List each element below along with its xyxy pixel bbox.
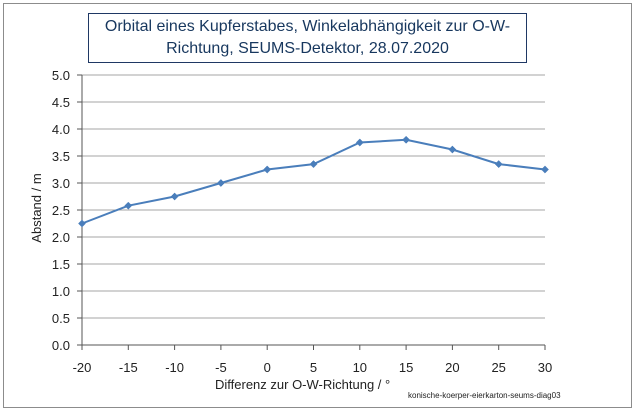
x-tick-labels: -20 -15 -10 -5 0 5 10 15 20 25 30 bbox=[73, 360, 553, 375]
x-tick-label: -20 bbox=[73, 360, 92, 375]
chart-title: Orbital eines Kupferstabes, Winkelabhäng… bbox=[88, 13, 527, 63]
x-tick-label: 5 bbox=[310, 360, 317, 375]
x-tick-label: -10 bbox=[165, 360, 184, 375]
data-points bbox=[78, 135, 549, 228]
y-tick-labels: 0.0 0.5 1.0 1.5 2.0 2.5 3.0 3.5 4.0 4.5 5.0 bbox=[52, 68, 70, 353]
x-tick-label: 20 bbox=[445, 360, 459, 375]
data-point bbox=[448, 145, 457, 154]
x-axis-label: Differenz zur O-W-Richtung / ° bbox=[215, 377, 390, 392]
data-point bbox=[541, 165, 549, 174]
data-point bbox=[263, 165, 272, 174]
y-tick-label: 3.0 bbox=[52, 176, 70, 191]
grid-layer bbox=[82, 74, 545, 346]
y-tick-label: 1.0 bbox=[52, 284, 70, 299]
y-tick-label: 4.0 bbox=[52, 122, 70, 137]
x-tick-label: 0 bbox=[264, 360, 271, 375]
chart-title-line-1: Orbital eines Kupferstabes, Winkelabhäng… bbox=[104, 18, 511, 35]
y-tick-label: 2.0 bbox=[52, 230, 70, 245]
y-tick-label: 3.5 bbox=[52, 149, 70, 164]
axis-layer bbox=[77, 74, 546, 350]
data-point bbox=[78, 219, 86, 228]
x-tick-label: -5 bbox=[215, 360, 227, 375]
y-tick-label: 2.5 bbox=[52, 203, 70, 218]
data-point bbox=[170, 192, 179, 201]
x-tick-label: 25 bbox=[491, 360, 505, 375]
data-point bbox=[309, 160, 318, 169]
footnote: konische-koerper-eierkarton-seums-diag03 bbox=[408, 391, 561, 400]
chart-frame bbox=[3, 3, 632, 408]
x-tick-label: -15 bbox=[119, 360, 138, 375]
y-tick-label: 4.5 bbox=[52, 95, 70, 110]
data-point bbox=[124, 201, 133, 210]
x-tick-label: 15 bbox=[399, 360, 413, 375]
data-point bbox=[402, 135, 411, 144]
y-tick-label: 1.5 bbox=[52, 257, 70, 272]
y-axis-label: Abstand / m bbox=[29, 173, 44, 242]
chart-title-line-2: Richtung, SEUMS-Detektor, 28.07.2020 bbox=[166, 40, 449, 57]
y-tick-label: 0.5 bbox=[52, 311, 70, 326]
data-point bbox=[355, 138, 364, 147]
series-line bbox=[81, 138, 546, 225]
data-point bbox=[494, 160, 503, 169]
data-point bbox=[216, 179, 225, 187]
x-tick-label: 30 bbox=[538, 360, 552, 375]
x-tick-label: 10 bbox=[353, 360, 367, 375]
y-tick-label: 5.0 bbox=[52, 68, 70, 83]
y-tick-label: 0.0 bbox=[52, 338, 70, 353]
